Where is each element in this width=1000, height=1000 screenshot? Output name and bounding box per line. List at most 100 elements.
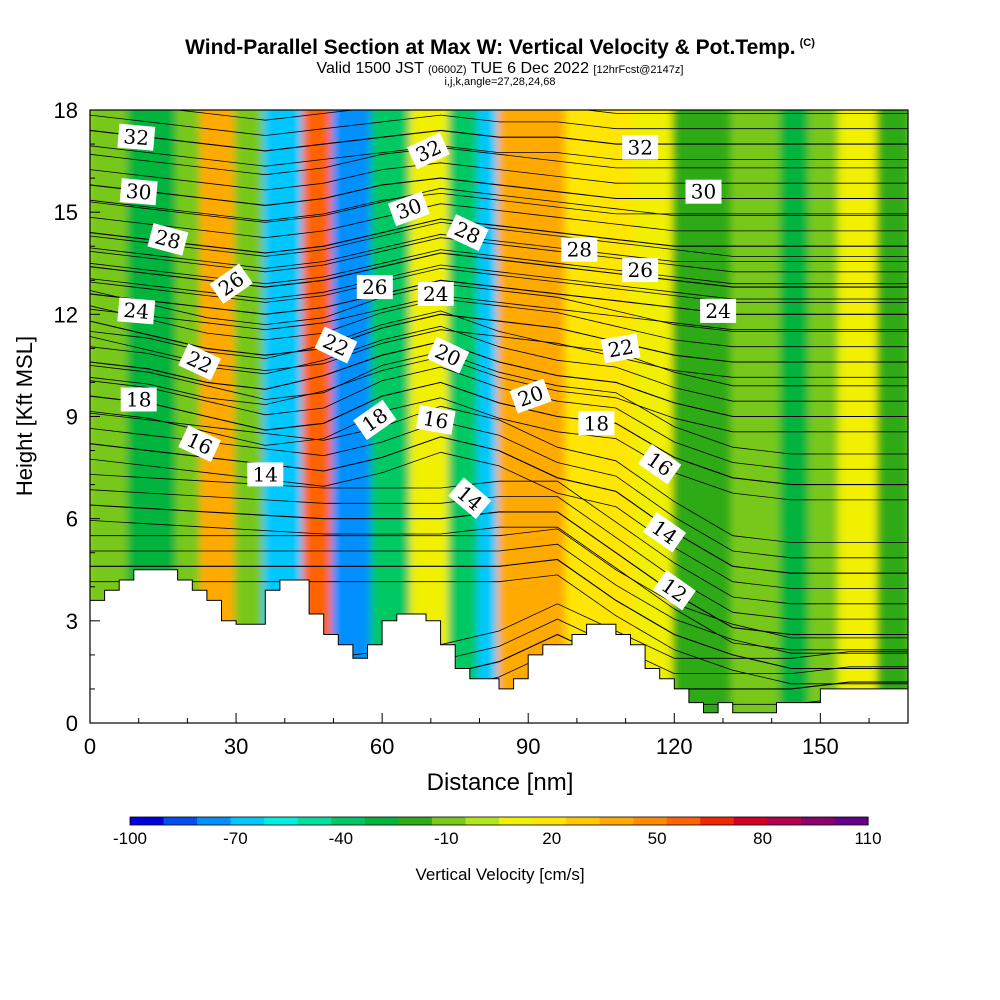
isentrope-18-minor — [90, 397, 908, 501]
colorbar-swatch — [398, 817, 433, 825]
colorbar-swatch — [264, 817, 299, 825]
contour-label-32: 32 — [117, 123, 156, 151]
colorbar-tick-label: -10 — [434, 829, 459, 848]
colorbar-swatch — [700, 817, 735, 825]
x-tick-label: 30 — [224, 734, 248, 759]
svg-text:30: 30 — [125, 179, 152, 205]
isentrope-14-minor — [90, 520, 908, 651]
terrain-mask — [89, 569, 909, 724]
isentrope-22-minor — [90, 298, 908, 348]
isentrope-30-minor — [90, 147, 908, 176]
svg-text:24: 24 — [705, 299, 730, 323]
colorbar-label: Vertical Velocity [cm/s] — [415, 865, 584, 884]
isentrope-32-minor — [90, 114, 908, 136]
isentrope-28-minor — [90, 187, 908, 223]
isentrope-28-minor — [90, 203, 908, 239]
isentrope-18 — [90, 381, 908, 486]
contour-label-30: 30 — [119, 178, 158, 206]
chart-title: Wind-Parallel Section at Max W: Vertical… — [0, 36, 1000, 60]
isentrope-16-minor — [90, 405, 908, 543]
isentrope-32-minor — [174, 110, 908, 121]
y-tick-label: 6 — [66, 507, 78, 532]
colorbar-tick-label: 50 — [648, 829, 667, 848]
svg-text:26: 26 — [627, 258, 652, 282]
x-tick-label: 90 — [516, 734, 540, 759]
section-indices: i,j,k,angle=27,28,24,68 — [0, 76, 1000, 88]
contour-label-24: 24 — [417, 281, 454, 306]
isentrope-28-minor — [90, 233, 908, 269]
svg-text:24: 24 — [123, 298, 150, 324]
isentrope-28 — [90, 218, 908, 254]
isentrope-18-minor — [90, 351, 908, 455]
isentrope-12-minor — [90, 528, 908, 639]
svg-text:16: 16 — [421, 406, 450, 434]
x-tick-label: 150 — [802, 734, 839, 759]
colorbar: -100 -70 -40 -10 20 50 80 110 — [113, 816, 882, 848]
colorbar-tick-label: -100 — [113, 829, 147, 848]
isentrope-12-minor — [90, 543, 908, 654]
isentrope-30-minor — [90, 162, 908, 191]
contour-label-26: 26 — [356, 275, 393, 300]
colorbar-swatch — [130, 817, 165, 825]
y-tick-label: 9 — [66, 405, 78, 430]
isentrope-16 — [90, 436, 908, 574]
valid-utc: (0600Z) — [428, 64, 467, 76]
colorbar-swatch — [633, 817, 668, 825]
valid-time: Valid 1500 JST — [316, 60, 424, 77]
x-axis-label: Distance [nm] — [427, 769, 574, 796]
forecast-info: [12hrFcst@2147z] — [593, 64, 684, 76]
y-axis-label: Height [Kft MSL] — [12, 336, 37, 496]
contour-label-16: 16 — [415, 404, 456, 435]
colorbar-swatch — [566, 817, 601, 825]
isentrope-30-minor — [90, 192, 908, 222]
svg-text:28: 28 — [567, 238, 592, 262]
chart-subtitle: Valid 1500 JST (0600Z) TUE 6 Dec 2022 [1… — [0, 60, 1000, 78]
isentrope-24 — [90, 279, 908, 315]
y-tick-label: 0 — [66, 711, 78, 736]
colorbar-swatch — [163, 817, 198, 825]
contour-label-22: 22 — [600, 333, 641, 364]
isentrope-26-minor — [90, 221, 908, 257]
colorbar-tick-label: -70 — [223, 829, 248, 848]
colorbar-swatch — [800, 817, 836, 825]
y-tick-label: 3 — [66, 609, 78, 634]
isentrope-16-minor — [90, 451, 908, 589]
colorbar-swatch — [767, 817, 802, 825]
isentrope-26-minor — [90, 237, 908, 273]
colorbar-swatch — [532, 817, 567, 825]
isentrope-12-minor — [90, 574, 908, 685]
isentrope-12 — [90, 558, 908, 670]
contour-label-18: 18 — [120, 387, 157, 412]
isentrope-20 — [90, 341, 908, 418]
isentrope-24-minor — [90, 295, 908, 331]
colorbar-swatch — [499, 817, 534, 825]
svg-text:30: 30 — [691, 180, 716, 204]
y-tick-label: 18 — [54, 98, 78, 123]
isentrope-20-minor — [90, 310, 908, 387]
isentrope-22-minor — [90, 329, 908, 378]
plot-area: 3230282418262216142226183230242820161420… — [89, 109, 909, 724]
colorbar-tick-label: 110 — [854, 829, 881, 848]
x-tick-label: 60 — [370, 734, 394, 759]
svg-text:18: 18 — [126, 388, 151, 412]
contour-label-14: 14 — [247, 462, 284, 487]
contour-label-24: 24 — [700, 298, 737, 323]
contour-label-28: 28 — [561, 237, 598, 262]
isentrope-14-minor — [90, 489, 908, 620]
colorbar-swatch — [297, 817, 332, 825]
colorbar-tick-label: 80 — [753, 829, 772, 848]
colorbar-swatch — [733, 817, 768, 825]
colorbar-swatch — [431, 817, 467, 825]
svg-text:24: 24 — [423, 282, 448, 306]
isentropes — [90, 110, 908, 705]
svg-text:14: 14 — [253, 462, 278, 486]
colorbar-swatch — [364, 817, 399, 825]
colorbar-swatch — [331, 817, 366, 825]
isentrope-14 — [90, 504, 908, 636]
contour-labels: 3230282418262216142226183230242820161420… — [117, 123, 737, 611]
svg-text:22: 22 — [606, 334, 635, 362]
colorbar-swatch — [599, 817, 634, 825]
colorbar-swatch — [230, 817, 265, 825]
colorbar-swatch — [834, 817, 869, 825]
